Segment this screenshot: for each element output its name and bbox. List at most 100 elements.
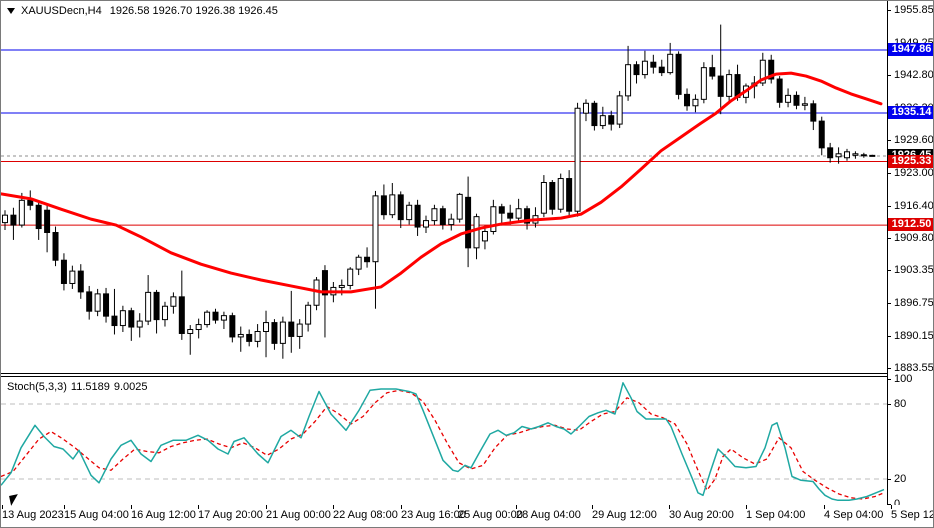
candle-body [641,60,648,76]
time-axis-label: 15 Aug 04:00 [64,509,129,521]
candle-body [347,268,354,286]
candle-body [119,310,126,327]
stochastic-pane[interactable] [1,376,887,506]
price-level-label[interactable]: 1935.14 [888,106,933,119]
candle-body [364,256,371,263]
price-axis-tick [887,173,891,174]
time-axis-label: 25 Aug 00:00 [458,509,523,521]
candle-body [667,53,674,74]
price-axis-tick [887,206,891,207]
candle-body [204,311,211,326]
candlestick-chart[interactable] [1,1,887,373]
candle-body [709,67,716,77]
stoch-axis-label: 20 [894,473,907,485]
candle-body [414,204,421,228]
candle-body [103,293,110,317]
candle-body [675,53,682,95]
candle-body [827,147,834,159]
candle-body [801,103,808,106]
price-axis-label: 1896.75 [894,297,934,309]
candle-body [389,194,396,216]
candle-body [625,64,632,97]
price-axis-tick [887,368,891,369]
price-axis-label: 1955.85 [894,4,934,16]
time-axis-label: 13 Aug 2023 [2,509,64,521]
candle-body [111,315,118,327]
time-axis-label: 28 Aug 04:00 [516,509,581,521]
candle-body [423,220,429,228]
stoch-axis-label: 0 [894,498,901,510]
candle-body [406,204,413,221]
candle-body [726,74,733,97]
price-level-label[interactable]: 1947.86 [888,43,933,56]
price-axis-label: 1909.80 [894,232,934,244]
candle-body [27,199,34,206]
candle-body [153,291,160,321]
time-axis-tick [266,505,267,509]
candle-body [229,315,236,338]
candle-body [785,94,792,103]
candle-body [10,214,17,226]
price-axis-label: 1903.35 [894,264,934,276]
candle-body [498,206,505,214]
time-axis-label: 21 Aug 00:00 [266,509,331,521]
time-axis[interactable] [1,505,933,527]
candle-body [692,98,699,107]
time-axis-label: 22 Aug 08:00 [333,509,398,521]
time-axis-tick [333,505,334,509]
candle-body [305,304,312,325]
candle-body [195,324,202,331]
price-level-label[interactable]: 1912.50 [888,218,933,231]
candle-body [246,333,253,342]
main-chart-pane[interactable]: XAUUSDecn,H4 1926.58 1926.70 1926.38 1926… [1,1,887,374]
candle-body [608,115,615,125]
time-axis-tick [746,505,747,509]
candle-body [759,59,766,84]
time-axis-label: 1 Sep 04:00 [746,509,806,521]
candle-body [372,195,379,263]
candle-body [768,59,775,80]
price-axis-tick [887,238,891,239]
candle-body [465,196,472,249]
stoch-axis-tick [887,479,891,480]
stoch-d-line [1,389,885,500]
candle-body [237,333,244,338]
candle-body [844,151,850,159]
candle-body [456,193,463,220]
symbol-timeframe: XAUUSDecn,H4 [21,5,102,17]
stoch-axis-tick [887,404,891,405]
indicator-name: Stoch(5,3,3) [7,381,67,393]
candle-body [776,78,783,103]
candle-body [684,93,691,107]
candle-body [431,208,438,222]
price-axis-label: 1942.80 [894,69,934,81]
price-axis-line [887,1,888,505]
candle-body [271,322,278,344]
price-level-label[interactable]: 1925.33 [888,155,933,168]
price-axis-label: 1923.00 [894,167,934,179]
candle-body [94,293,101,312]
price-axis-label: 1883.55 [894,362,934,374]
time-axis-tick [458,505,459,509]
candle-body [810,103,817,122]
time-axis-tick [592,505,593,509]
price-axis-label: 1916.40 [894,200,934,212]
time-axis-label: 5 Sep 12:00 [891,509,934,521]
price-axis-tick [887,10,891,11]
candle-body [582,102,589,114]
candle-body [254,330,261,342]
time-axis-tick [2,505,3,509]
stochastic-chart[interactable] [1,377,887,504]
candle-body [52,231,59,261]
price-axis-tick [887,75,891,76]
time-axis-label: 23 Aug 16:00 [401,509,466,521]
symbol-marker-icon [7,8,15,15]
candle-body [69,270,76,284]
candle-body [599,115,606,127]
candle-body [128,310,135,328]
candle-body [566,178,573,212]
candle-body [852,153,859,156]
candle-body [524,208,531,224]
time-axis-tick [64,505,65,509]
